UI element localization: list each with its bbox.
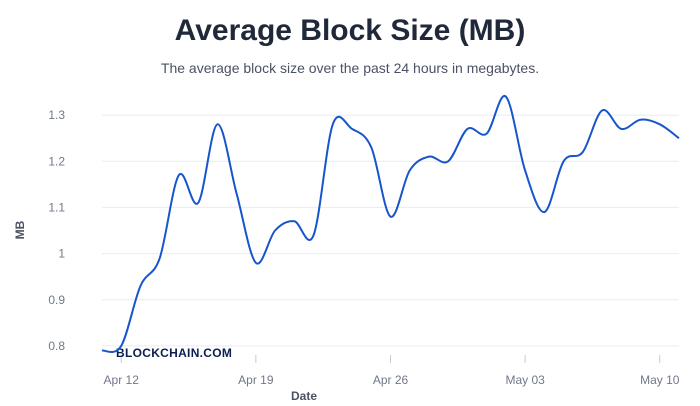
x-axis-ticks: Apr 12 Apr 19 Apr 26 May 03 May 10 [104,355,680,387]
x-tick-label: Apr 26 [373,373,409,387]
y-tick-label: 1.2 [48,154,65,168]
y-tick-label: 1.1 [48,200,65,214]
series-line [101,95,680,353]
x-tick-label: May 10 [640,373,680,387]
grid-lines [102,114,679,347]
y-tick-label: 0.8 [48,339,65,353]
y-tick-label: 1.3 [48,108,65,122]
x-tick-label: Apr 12 [104,373,140,387]
y-tick-label: 0.9 [48,293,65,307]
y-tick-label: 1 [58,247,65,261]
x-tick-label: Apr 19 [238,373,274,387]
x-tick-label: May 03 [505,373,545,387]
chart-title: Average Block Size (MB) [174,14,526,47]
y-axis-label: MB [13,220,27,239]
x-axis-label: Date [291,389,317,403]
y-axis-ticks: 0.8 0.9 1 1.1 1.2 1.3 [48,108,65,353]
watermark-label: BLOCKCHAIN.COM [116,346,232,360]
chart-subtitle: The average block size over the past 24 … [160,60,540,76]
